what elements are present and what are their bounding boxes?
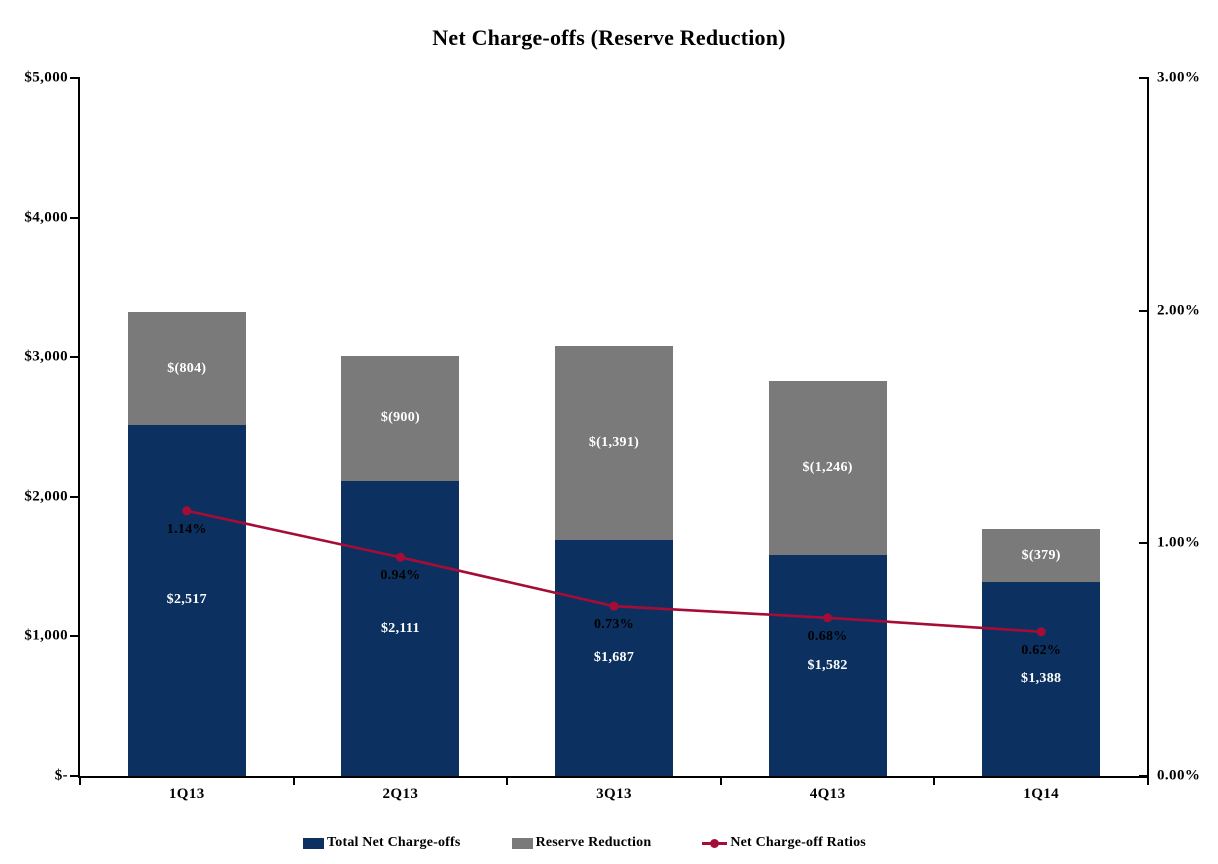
x-axis-tick bbox=[933, 776, 936, 785]
legend-label-total-net-charge-offs: Total Net Charge-offs bbox=[327, 835, 461, 850]
right-axis-tick bbox=[1139, 775, 1149, 777]
x-axis-line bbox=[78, 776, 1149, 778]
right-axis-tick bbox=[1139, 77, 1149, 79]
y-axis-tick bbox=[70, 356, 80, 359]
x-axis-category-label: 1Q13 bbox=[168, 786, 205, 802]
ratio-data-label: 1.14% bbox=[166, 521, 207, 537]
y-axis-tick-label: $- bbox=[54, 767, 68, 784]
right-axis-tick-label: 0.00% bbox=[1157, 767, 1201, 784]
legend-marker-dot-icon bbox=[710, 838, 720, 848]
bar-data-label-total-net-charge-offs: $1,388 bbox=[1021, 671, 1062, 687]
bar-data-label-total-net-charge-offs: $2,517 bbox=[166, 592, 207, 608]
bar-data-label-total-net-charge-offs: $1,687 bbox=[593, 650, 635, 666]
x-axis-category-label: 3Q13 bbox=[596, 786, 632, 802]
ratio-data-label: 0.68% bbox=[807, 628, 848, 644]
y-axis-tick-label: $3,000 bbox=[24, 348, 68, 365]
bar-data-label-reserve-reduction: $(379) bbox=[1021, 547, 1061, 563]
bar-segment-reserve-reduction bbox=[555, 346, 673, 541]
y-axis-tick-label: $4,000 bbox=[24, 209, 68, 226]
y-axis-tick bbox=[70, 216, 80, 219]
x-axis-tick bbox=[292, 776, 295, 785]
legend-swatch-reserve-reduction-icon bbox=[511, 837, 533, 849]
x-axis-category-label: 2Q13 bbox=[382, 786, 419, 802]
bar-data-label-total-net-charge-offs: $2,111 bbox=[381, 620, 420, 636]
ratio-data-label: 0.62% bbox=[1021, 642, 1062, 658]
x-axis-category-label: 1Q14 bbox=[1023, 786, 1060, 802]
y-axis-tick bbox=[70, 635, 80, 638]
bar-segment-reserve-reduction bbox=[127, 312, 246, 425]
legend-item-reserve-reduction: Reserve Reduction bbox=[511, 835, 652, 851]
right-axis-tick bbox=[1139, 542, 1149, 545]
y-axis-tick-label: $1,000 bbox=[24, 627, 68, 644]
bar-data-label-reserve-reduction: $(900) bbox=[380, 410, 420, 426]
bar-segment-reserve-reduction bbox=[341, 355, 460, 482]
legend-line-marker-icon bbox=[702, 838, 728, 849]
legend-label-net-charge-off-ratios: Net Charge-off Ratios bbox=[730, 835, 866, 850]
bar-data-label-reserve-reduction: $(1,246) bbox=[802, 460, 853, 476]
bar-data-label-reserve-reduction: $(1,391) bbox=[588, 435, 640, 451]
legend-item-total-net-charge-offs: Total Net Charge-offs bbox=[303, 835, 461, 851]
bar-data-label-reserve-reduction: $(804) bbox=[167, 360, 207, 376]
ratio-data-label: 0.94% bbox=[380, 568, 421, 584]
legend-label-reserve-reduction: Reserve Reduction bbox=[535, 835, 652, 850]
x-axis-tick bbox=[1147, 776, 1149, 785]
y-axis-tick bbox=[70, 495, 80, 498]
x-axis-category-label: 4Q13 bbox=[809, 786, 846, 802]
right-axis-tick-label: 1.00% bbox=[1157, 534, 1201, 551]
legend-swatch-total-net-charge-offs-icon bbox=[303, 837, 324, 849]
bar-data-label-total-net-charge-offs: $1,582 bbox=[807, 657, 848, 673]
y-axis-tick-label: $2,000 bbox=[24, 488, 68, 505]
legend: Total Net Charge-offs Reserve Reduction … bbox=[303, 835, 866, 851]
y-axis-tick bbox=[70, 77, 80, 79]
right-axis-tick-label: 2.00% bbox=[1157, 302, 1201, 319]
x-axis-tick bbox=[506, 776, 509, 785]
y-axis-line bbox=[78, 78, 80, 778]
y-axis-tick bbox=[70, 775, 80, 777]
right-axis-tick-label: 3.00% bbox=[1157, 69, 1201, 86]
chart-title: Net Charge-offs (Reserve Reduction) bbox=[432, 25, 786, 50]
x-axis-tick bbox=[79, 776, 81, 785]
y-axis-tick-label: $5,000 bbox=[24, 69, 68, 86]
right-axis-tick bbox=[1139, 309, 1149, 312]
right-axis-line bbox=[1147, 78, 1149, 778]
x-axis-tick bbox=[719, 776, 722, 785]
ratio-data-label: 0.73% bbox=[594, 617, 634, 633]
legend-item-net-charge-off-ratios: Net Charge-off Ratios bbox=[702, 835, 866, 851]
